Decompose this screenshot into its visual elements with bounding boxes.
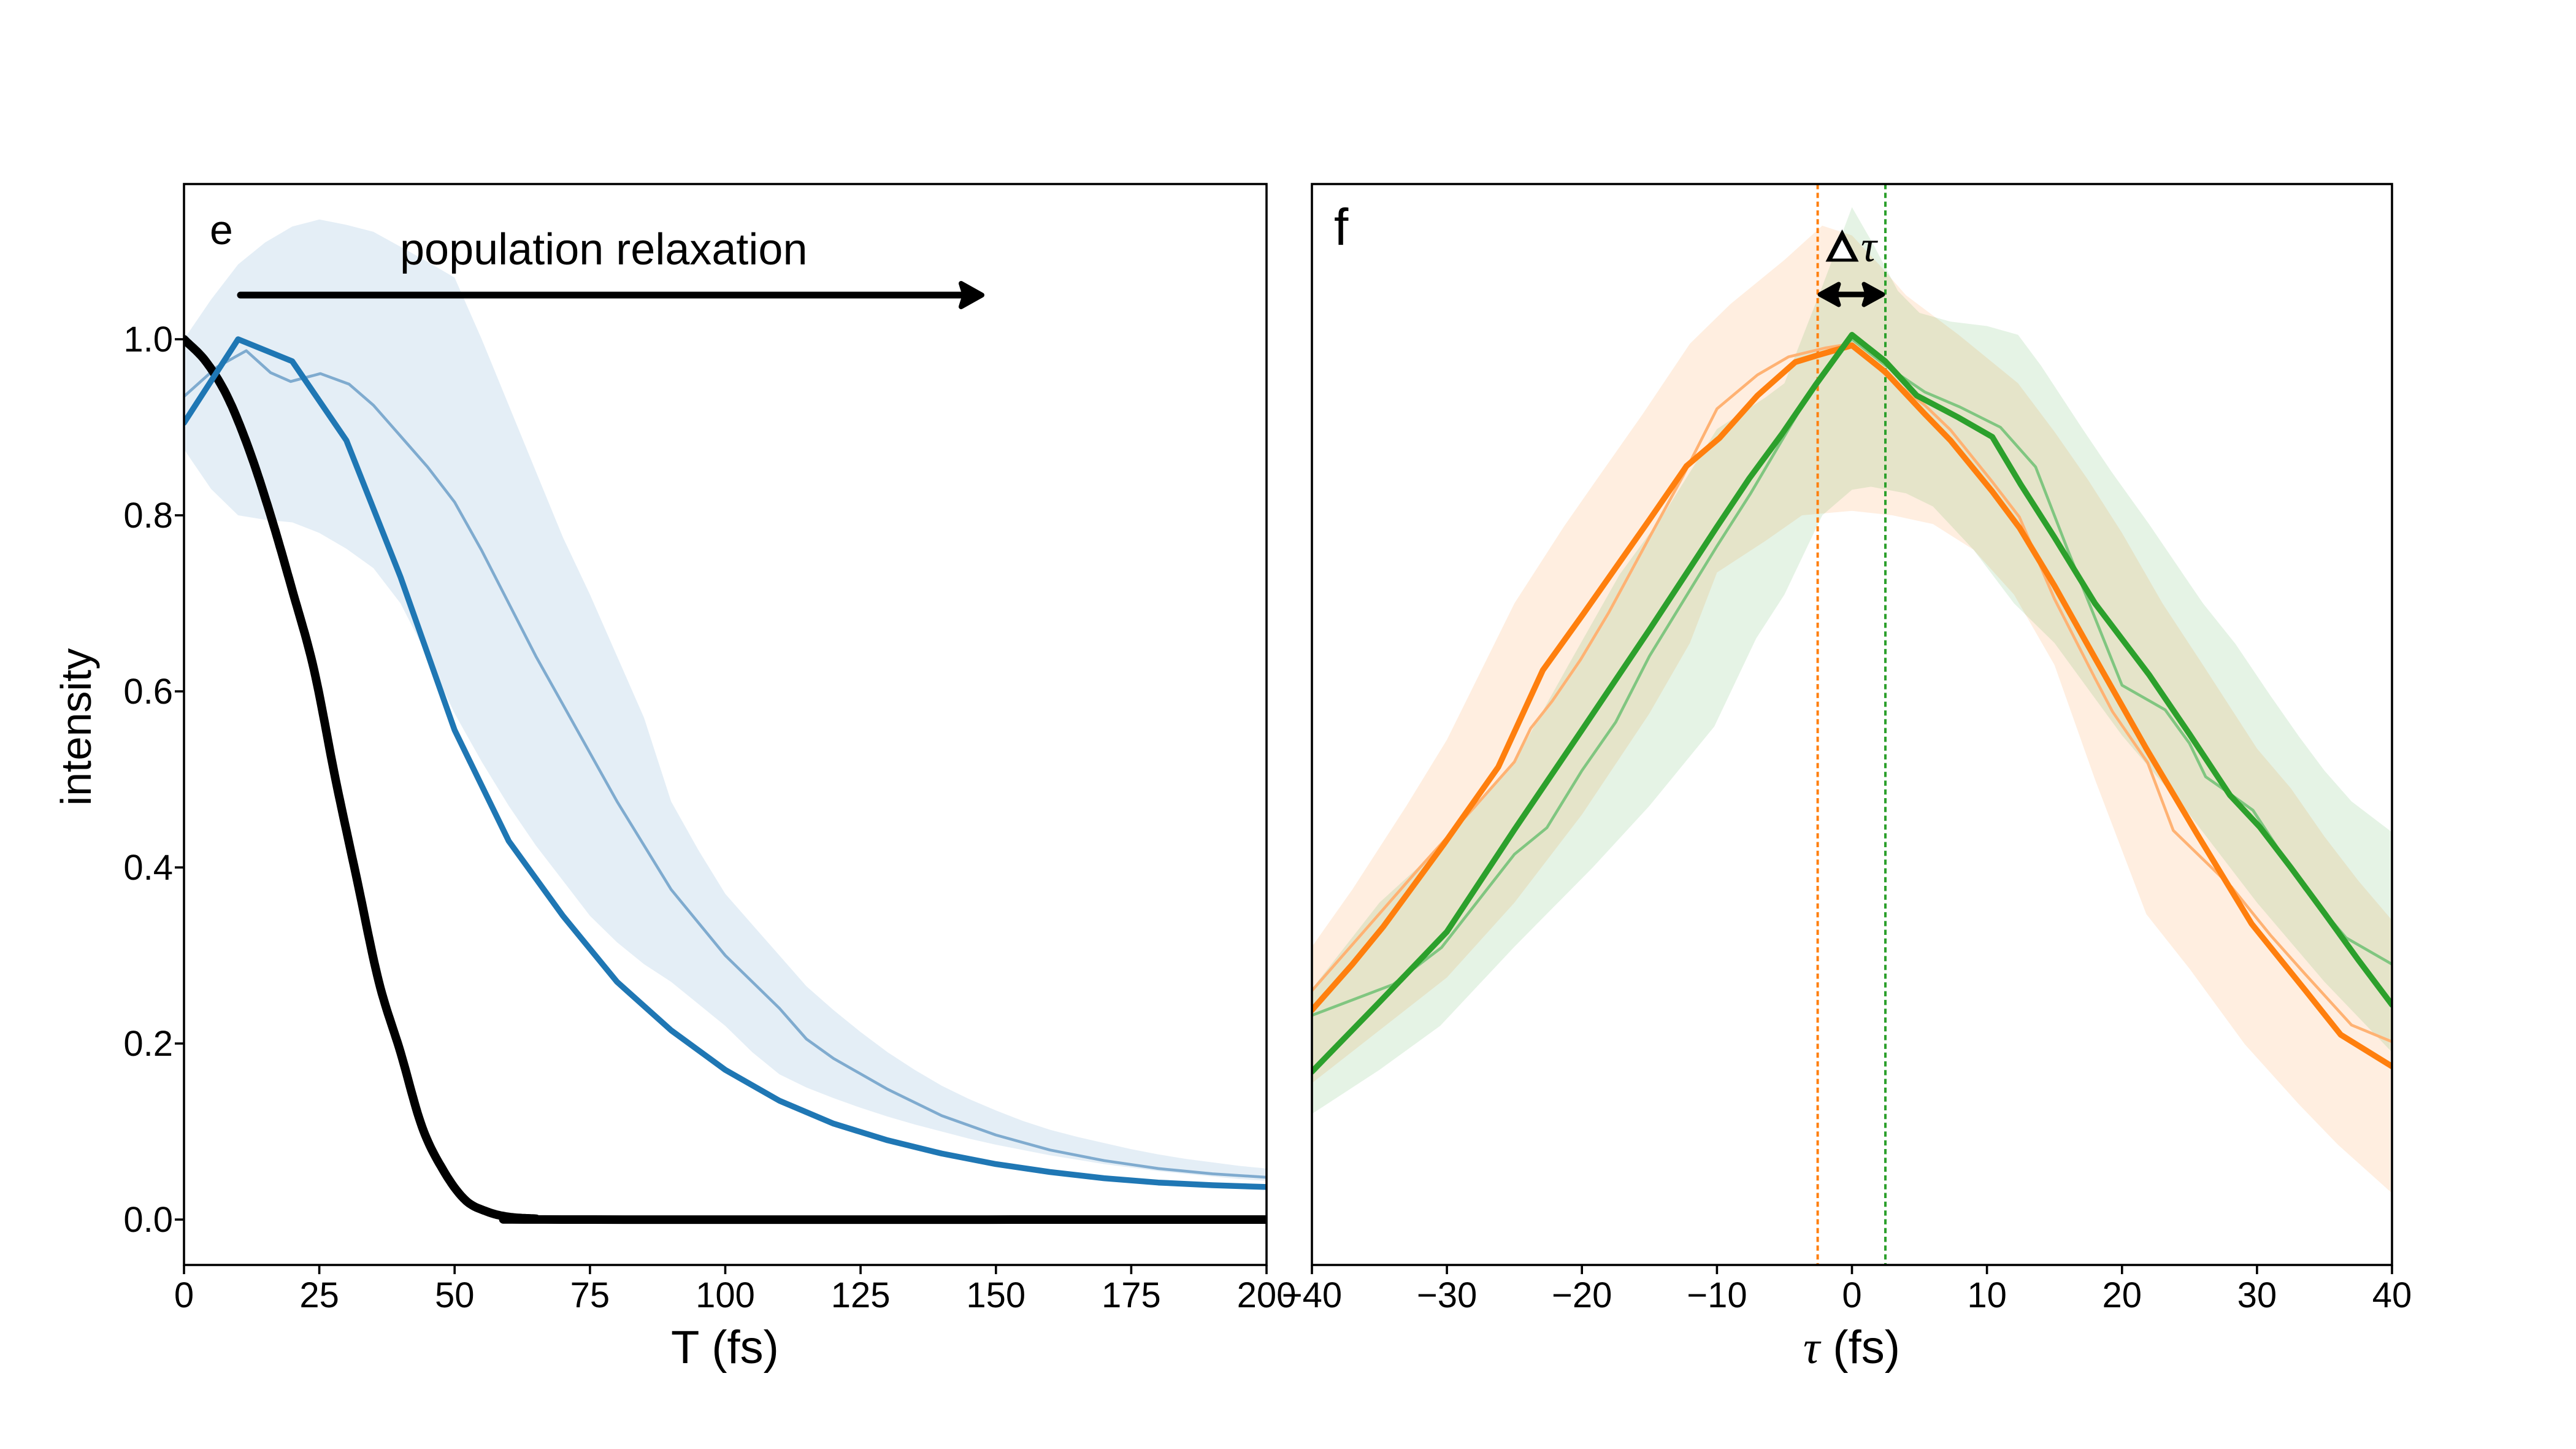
svg-text:intensity: intensity <box>52 648 100 806</box>
svg-text:−10: −10 <box>1687 1275 1747 1315</box>
svg-text:0.8: 0.8 <box>123 496 173 536</box>
svg-text:10: 10 <box>1967 1275 2007 1315</box>
svg-text:0: 0 <box>174 1275 194 1315</box>
svg-text:f: f <box>1334 198 1349 256</box>
svg-text:e: e <box>210 207 233 253</box>
svg-text:τ (fs): τ (fs) <box>1803 1321 1900 1374</box>
svg-text:0.0: 0.0 <box>123 1200 173 1240</box>
svg-text:−40: −40 <box>1282 1275 1342 1315</box>
svg-text:−30: −30 <box>1417 1275 1477 1315</box>
svg-text:200: 200 <box>1237 1275 1297 1315</box>
svg-text:75: 75 <box>570 1275 610 1315</box>
svg-text:T (fs): T (fs) <box>671 1321 779 1374</box>
svg-text:0.4: 0.4 <box>123 848 173 888</box>
svg-text:150: 150 <box>966 1275 1025 1315</box>
svg-text:30: 30 <box>2237 1275 2277 1315</box>
svg-text:0.2: 0.2 <box>123 1024 173 1064</box>
svg-text:50: 50 <box>435 1275 475 1315</box>
svg-text:175: 175 <box>1102 1275 1161 1315</box>
svg-text:population relaxation: population relaxation <box>400 225 808 274</box>
svg-text:1.0: 1.0 <box>123 320 173 359</box>
svg-text:25: 25 <box>299 1275 339 1315</box>
svg-text:100: 100 <box>696 1275 755 1315</box>
svg-text:40: 40 <box>2372 1275 2412 1315</box>
svg-text:τ: τ <box>1861 222 1878 271</box>
svg-text:125: 125 <box>831 1275 891 1315</box>
svg-text:0.6: 0.6 <box>123 672 173 712</box>
svg-text:20: 20 <box>2103 1275 2142 1315</box>
svg-text:−20: −20 <box>1552 1275 1612 1315</box>
svg-text:0: 0 <box>1842 1275 1861 1315</box>
